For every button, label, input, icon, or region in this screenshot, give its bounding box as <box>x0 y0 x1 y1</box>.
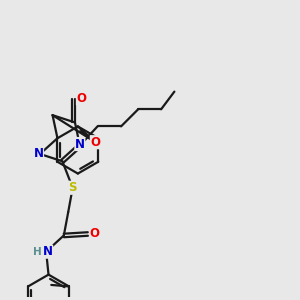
Text: O: O <box>76 92 86 105</box>
Text: N: N <box>75 137 85 151</box>
Text: O: O <box>89 227 100 241</box>
Text: O: O <box>90 136 100 149</box>
Text: N: N <box>43 245 52 258</box>
Text: S: S <box>68 181 77 194</box>
Text: N: N <box>34 148 44 160</box>
Text: H: H <box>33 247 42 257</box>
